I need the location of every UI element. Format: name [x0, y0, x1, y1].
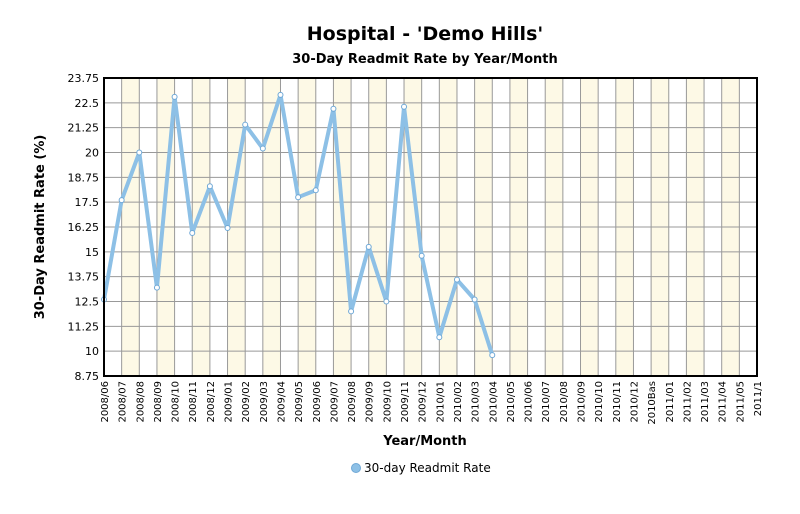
y-tick-label: 15 — [85, 246, 99, 259]
x-tick-label: 2009/04 — [276, 381, 287, 423]
plot-border — [103, 77, 758, 377]
data-point — [348, 308, 355, 315]
y-tick-label: 10 — [85, 345, 99, 358]
x-tick-label: 2009/10 — [382, 381, 393, 423]
x-tick-label: 2008/09 — [153, 381, 164, 423]
data-point — [489, 352, 496, 359]
x-tick-label: 2009/07 — [329, 381, 340, 423]
y-tick-label: 21.25 — [68, 122, 100, 135]
x-tick-label: 2009/08 — [347, 381, 358, 423]
x-tick-label: 2009/01 — [224, 381, 235, 423]
x-tick-label: 2011/1 — [753, 381, 764, 416]
x-tick-label: 2011/03 — [700, 381, 711, 423]
x-tick-label: 2010/07 — [541, 381, 552, 423]
x-tick-label: 2010/06 — [524, 381, 535, 423]
x-tick-label: 2010/02 — [453, 381, 464, 423]
x-tick-label: 2008/10 — [171, 381, 182, 423]
x-tick-label: 2010/01 — [435, 381, 446, 423]
y-tick-label: 12.5 — [75, 296, 100, 309]
x-tick-label: 2009/05 — [294, 381, 305, 423]
y-tick-label: 23.75 — [68, 72, 100, 85]
x-tick-label: 2008/08 — [135, 381, 146, 423]
data-point — [330, 105, 337, 112]
legend-label: 30-day Readmit Rate — [364, 461, 491, 475]
x-axis-label: Year/Month — [382, 434, 467, 449]
legend-marker — [351, 463, 361, 473]
chart-title: Hospital - 'Demo Hills' — [307, 23, 543, 45]
y-axis-label: 30-Day Readmit Rate (%) — [33, 135, 48, 320]
x-tick-label: 2011/05 — [735, 381, 746, 423]
y-tick-label: 11.25 — [68, 320, 100, 333]
data-point — [383, 298, 390, 305]
data-point — [153, 284, 160, 291]
data-point — [418, 252, 425, 259]
data-point — [401, 103, 408, 110]
x-tick-label: 2010/05 — [506, 381, 517, 423]
x-tick-label: 2010/10 — [594, 381, 605, 423]
data-point — [436, 334, 443, 341]
x-tick-label: 2010/11 — [612, 381, 623, 423]
x-tick-label: 2008/07 — [118, 381, 129, 423]
data-point — [295, 194, 302, 201]
x-tick-label: 2011/01 — [665, 381, 676, 423]
y-tick-label: 13.75 — [68, 271, 100, 284]
x-tick-label: 2010/12 — [629, 381, 640, 423]
data-point — [118, 197, 125, 204]
data-point — [277, 91, 284, 98]
data-point — [242, 121, 249, 128]
data-layer — [101, 91, 496, 359]
data-point — [471, 296, 478, 303]
chart-subtitle: 30-Day Readmit Rate by Year/Month — [292, 52, 558, 67]
x-tick-label: 2008/11 — [188, 381, 199, 423]
y-tick-label: 18.75 — [68, 171, 100, 184]
data-point — [453, 276, 460, 283]
data-point — [189, 229, 196, 236]
x-tick-label: 2010/09 — [577, 381, 588, 423]
data-point — [259, 145, 266, 152]
data-point — [365, 243, 372, 250]
x-tick-label: 2009/12 — [418, 381, 429, 423]
x-tick-label: 2010/08 — [559, 381, 570, 423]
x-tick-label: 2010/04 — [488, 381, 499, 423]
x-tick-label: 2008/12 — [206, 381, 217, 423]
x-tick-label: 2009/11 — [400, 381, 411, 423]
y-tick-label: 16.25 — [68, 221, 100, 234]
data-point — [171, 93, 178, 100]
data-point — [136, 149, 143, 156]
x-tick-label: 2009/02 — [241, 381, 252, 423]
y-tick-label: 8.75 — [75, 370, 100, 383]
x-tick-label: 2009/06 — [312, 381, 323, 423]
x-tick-label: 2010/03 — [471, 381, 482, 423]
y-tick-label: 20 — [85, 147, 99, 160]
data-point — [206, 183, 213, 190]
y-tick-label: 17.5 — [75, 196, 100, 209]
x-tick-label: 2010Bas — [647, 381, 658, 425]
y-tick-label: 22.5 — [75, 97, 100, 110]
data-point — [224, 224, 231, 231]
x-tick-label: 2009/09 — [365, 381, 376, 423]
x-tick-label: 2008/06 — [100, 381, 111, 423]
data-point — [312, 187, 319, 194]
x-tick-label: 2009/03 — [259, 381, 270, 423]
x-tick-label: 2011/04 — [718, 381, 729, 423]
x-tick-label: 2011/02 — [682, 381, 693, 423]
